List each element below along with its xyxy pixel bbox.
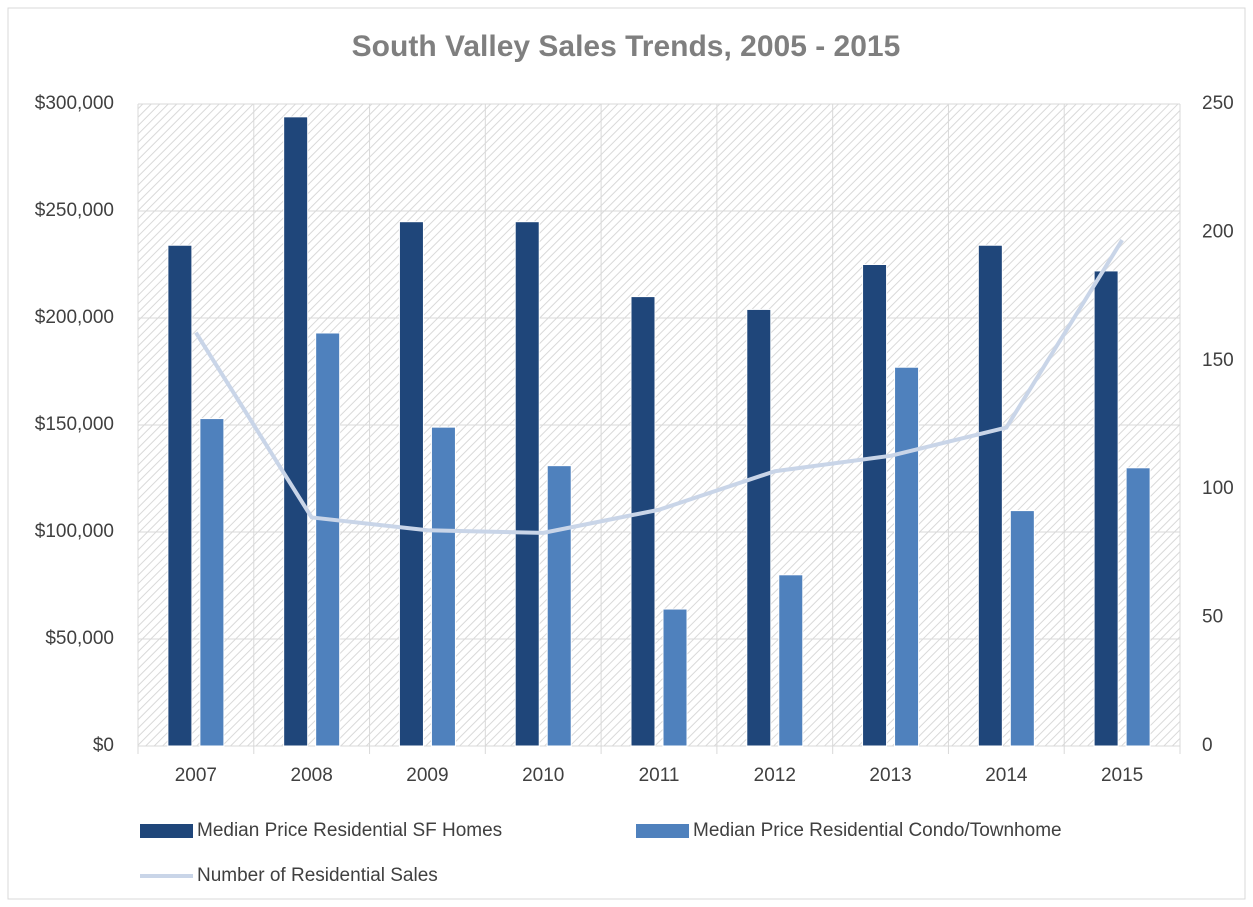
bar [398, 221, 424, 747]
y2-tick-label: 200 [1202, 221, 1234, 242]
legend-swatch [140, 824, 193, 838]
x-tick-label: 2007 [175, 765, 217, 786]
bar [862, 264, 888, 747]
y-tick-label: $300,000 [35, 93, 114, 114]
bar [283, 116, 309, 747]
line-series [194, 239, 1124, 535]
y2-tick-label: 250 [1202, 93, 1234, 114]
bar [167, 244, 193, 747]
bar [1125, 467, 1151, 747]
y-tick-label: $0 [93, 735, 114, 756]
chart-title: South Valley Sales Trends, 2005 - 2015 [352, 30, 901, 63]
bar [894, 366, 920, 747]
bar [778, 574, 804, 747]
legend-label: Median Price Residential Condo/Townhome [693, 820, 1062, 841]
legend-label: Median Price Residential SF Homes [197, 820, 502, 841]
legend-swatch [636, 824, 689, 838]
bar [1009, 510, 1035, 747]
x-tick-label: 2012 [754, 765, 796, 786]
bar [315, 332, 341, 747]
y2-tick-label: 0 [1202, 735, 1213, 756]
y2-tick-label: 150 [1202, 350, 1234, 371]
y-tick-label: $200,000 [35, 307, 114, 328]
x-tick-label: 2008 [291, 765, 333, 786]
x-tick-label: 2011 [639, 765, 680, 786]
bar [546, 465, 572, 747]
y-tick-label: $50,000 [45, 628, 114, 649]
y-tick-label: $150,000 [35, 414, 114, 435]
y-tick-label: $250,000 [35, 200, 114, 221]
bar [630, 296, 656, 747]
y2-tick-label: 100 [1202, 478, 1234, 499]
bar [977, 244, 1003, 747]
bar [1093, 270, 1119, 747]
legend-label: Number of Residential Sales [197, 865, 438, 886]
chart-border [7, 7, 1246, 900]
y2-tick-label: 50 [1202, 607, 1223, 628]
x-tick-label: 2015 [1101, 765, 1143, 786]
x-tick-label: 2014 [985, 765, 1028, 786]
x-tick-label: 2009 [406, 765, 448, 786]
x-tick-label: 2013 [869, 765, 911, 786]
bar [662, 608, 688, 747]
bar [514, 221, 540, 747]
bar [199, 418, 225, 747]
bar [746, 308, 772, 747]
x-tick-label: 2010 [522, 765, 564, 786]
y-tick-label: $100,000 [35, 521, 114, 542]
bar [430, 426, 456, 747]
